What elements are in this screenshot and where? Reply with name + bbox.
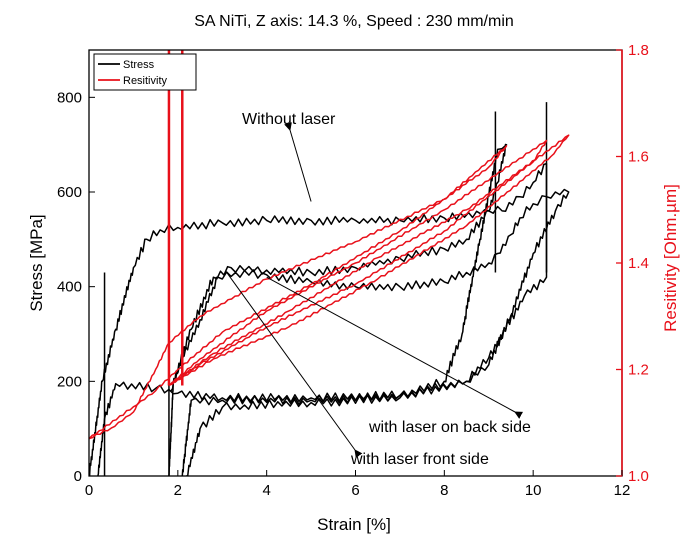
y2-axis-label: Resitivity [Ohm.µm]	[661, 184, 680, 332]
x-axis-label: Strain [%]	[317, 515, 391, 534]
annotation-arrow	[284, 122, 312, 202]
x-tick-label: 2	[174, 482, 182, 499]
y-axis-label: Stress [MPa]	[27, 214, 46, 311]
x-tick-label: 6	[351, 482, 359, 499]
resistivity-curve-2	[168, 139, 548, 387]
stress-curve-3	[168, 143, 508, 476]
legend-label-stress: Stress	[123, 59, 155, 71]
y-tick-label: 400	[57, 279, 82, 296]
y2-tick-label: 1.2	[628, 362, 649, 379]
y-tick-label: 200	[57, 373, 82, 390]
x-tick-label: 12	[614, 482, 631, 499]
y2-tick-label: 1.4	[628, 255, 649, 272]
annotation-text: with laser front side	[350, 451, 489, 468]
chart-title: SA NiTi, Z axis: 14.3 %, Speed : 230 mm/…	[194, 13, 514, 30]
x-tick-label: 10	[525, 482, 542, 499]
annotation-text: Without laser	[242, 111, 336, 128]
x-tick-label: 8	[440, 482, 448, 499]
y-tick-label: 800	[57, 89, 82, 106]
y-tick-label: 600	[57, 184, 82, 201]
x-tick-label: 0	[85, 482, 93, 499]
annotation-arrow	[266, 276, 524, 419]
x-tick-label: 4	[262, 482, 270, 499]
legend-box	[93, 53, 197, 91]
annotation-arrow	[226, 272, 363, 459]
legend-label-resistivity: Resitivity	[123, 75, 168, 87]
y-tick-label: 0	[74, 468, 82, 485]
y2-tick-label: 1.0	[628, 468, 649, 485]
resistivity-curve-3	[168, 134, 570, 387]
legend: Stress Resitivity	[93, 53, 197, 91]
y2-tick-label: 1.6	[628, 149, 649, 166]
y2-tick-label: 1.8	[628, 42, 649, 59]
annotation-text: with laser on back side	[368, 419, 531, 436]
resistivity-curve-1	[89, 145, 508, 440]
